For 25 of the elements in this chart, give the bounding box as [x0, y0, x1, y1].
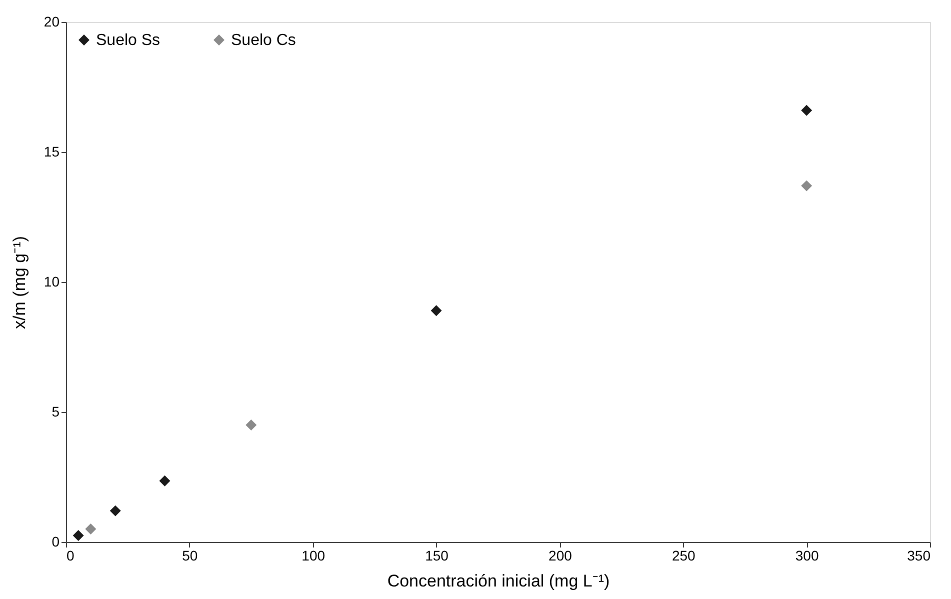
point [246, 420, 257, 430]
y-axis-title: x/m (mg g⁻¹) [10, 236, 29, 329]
x-tick-label: 250 [672, 548, 696, 564]
y-tick-label: 15 [44, 144, 60, 160]
y-tick-label: 20 [44, 14, 60, 30]
legend-label: Suelo Cs [231, 32, 296, 49]
point [72, 530, 84, 541]
point [85, 524, 96, 534]
x-tick-label: 200 [548, 548, 572, 564]
x-tick-label: 300 [795, 548, 819, 564]
x-tick-label: 150 [425, 548, 449, 564]
x-tick-label: 50 [182, 548, 198, 564]
x-axis-title: Concentración inicial (mg L⁻¹) [387, 572, 610, 590]
point [430, 305, 442, 316]
x-tick-label: 350 [907, 548, 931, 564]
point [159, 475, 170, 486]
point [110, 505, 121, 516]
point [801, 180, 812, 192]
y-tick-label: 5 [52, 404, 60, 420]
x-tick-label: 0 [66, 548, 74, 564]
point [801, 104, 812, 116]
legend-label: Suelo Ss [96, 32, 160, 49]
y-tick-label: 0 [52, 534, 60, 550]
x-tick-label: 100 [302, 548, 326, 564]
y-tick-label: 10 [44, 274, 60, 290]
